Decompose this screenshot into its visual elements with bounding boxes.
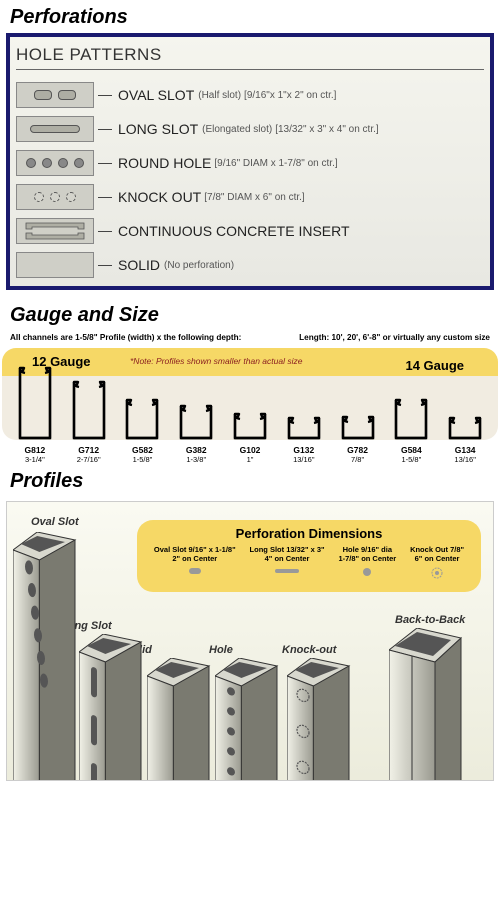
hp-row-long: LONG SLOT (Elongated slot) [13/32" x 3" … (16, 112, 484, 146)
label-hole: Hole (209, 644, 233, 656)
gauge-item-g134 (438, 414, 492, 440)
strut-hole-icon (215, 658, 289, 781)
strut-ko-icon (287, 658, 361, 781)
gauge-item-g102 (223, 410, 277, 440)
gauge-item-g132 (277, 414, 331, 440)
gauge-item-g712 (62, 378, 116, 440)
strut-oval-icon (13, 532, 87, 781)
hole-patterns-heading: HOLE PATTERNS (16, 45, 484, 70)
strut-long-icon (79, 634, 153, 781)
gauge-item-g382 (169, 402, 223, 440)
label-ko: Knock-out (282, 644, 336, 656)
hp-row-ci: CONTINUOUS CONCRETE INSERT (16, 214, 484, 248)
gauge-title: Gauge and Size (0, 298, 500, 331)
round-hole-swatch (16, 150, 94, 176)
gauge-subtitle: All channels are 1-5/8" Profile (width) … (0, 331, 500, 348)
label-btb: Back-to-Back (395, 614, 465, 626)
profiles-panel: Oval Slot Perforation Dimensions Oval Sl… (6, 501, 494, 781)
hp-row-ko: KNOCK OUT [7/8" DIAM x 6" on ctr.] (16, 180, 484, 214)
hole-patterns-panel: HOLE PATTERNS OVAL SLOT (Half slot) [9/1… (6, 33, 494, 290)
oval-slot-swatch (16, 82, 94, 108)
gauge-item-g812 (8, 364, 62, 440)
gauge-item-g584 (384, 396, 438, 440)
solid-swatch (16, 252, 94, 278)
gauge-item-g782 (331, 413, 385, 440)
hp-row-solid: SOLID (No perforation) (16, 248, 484, 282)
strut-solid-icon (147, 658, 221, 781)
perforations-title: Perforations (0, 0, 500, 33)
hp-row-round: ROUND HOLE [9/16" DIAM x 1-7/8" on ctr.] (16, 146, 484, 180)
profiles-title: Profiles (0, 464, 500, 497)
long-slot-swatch (16, 116, 94, 142)
gauge-item-g582 (116, 396, 170, 440)
hp-row-oval: OVAL SLOT (Half slot) [9/16"x 1"x 2" on … (16, 78, 484, 112)
concrete-insert-swatch (16, 218, 94, 244)
knock-out-swatch (16, 184, 94, 210)
label-oval: Oval Slot (31, 516, 79, 528)
perforation-dimensions: Perforation Dimensions Oval Slot 9/16" x… (137, 520, 481, 592)
strut-back-to-back-icon (389, 628, 467, 781)
gauge-band: 12 Gauge 14 Gauge *Note: Profiles shown … (2, 348, 498, 440)
